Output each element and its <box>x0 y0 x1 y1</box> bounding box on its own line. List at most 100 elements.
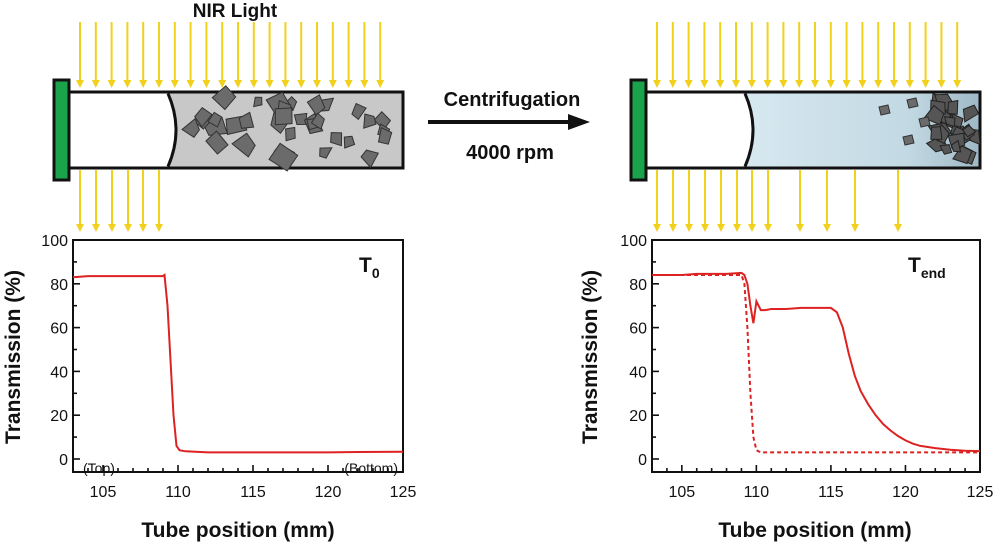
sediment-particle <box>952 145 973 165</box>
particle <box>310 112 325 130</box>
light-ray-arrowhead <box>218 80 227 88</box>
sediment-particle <box>962 124 977 138</box>
particle <box>363 113 377 129</box>
light-ray-arrowhead <box>842 80 851 88</box>
light-ray-arrowhead <box>91 80 100 88</box>
sediment-particle <box>947 99 959 115</box>
light-ray-arrowhead <box>76 224 84 232</box>
chart-tend: 105 110 115 120 125 0 20 40 60 80 100 Transmission… <box>579 233 993 542</box>
chart-t0-axes: 105 110 115 120 125 0 20 40 60 80 100 <box>41 233 416 501</box>
light-ray-arrowhead <box>653 80 661 88</box>
diagram-after <box>629 22 982 232</box>
dispersion-fill <box>168 93 402 167</box>
sediment-particles <box>878 93 981 165</box>
light-ray-arrowhead <box>764 224 772 232</box>
chart-t0-ytick-label: 20 <box>50 408 68 425</box>
nir-rays-top-left <box>76 22 385 88</box>
light-ray-arrowhead <box>701 224 709 232</box>
nir-rays-bottom-left <box>76 170 163 232</box>
particle <box>238 111 255 129</box>
light-ray-arrowhead <box>823 224 831 232</box>
particle <box>211 85 237 111</box>
sediment-particle <box>943 116 956 128</box>
chart-t0-frame <box>72 239 404 473</box>
chart-t0-ytick-label: 60 <box>50 321 68 338</box>
particle <box>902 134 915 146</box>
light-ray-arrowhead <box>155 80 163 88</box>
light-ray-arrowhead <box>668 80 677 88</box>
light-ray-arrowhead <box>733 224 741 232</box>
chart-tend-title-main: T <box>908 254 921 277</box>
light-ray-arrowhead <box>124 224 132 232</box>
light-ray-arrowhead <box>328 80 337 88</box>
chart-tend-ytick-label: 0 <box>638 452 647 469</box>
light-ray-arrowhead <box>669 224 677 232</box>
chart-tend-xtick-label: 125 <box>967 484 994 501</box>
chart-tend-ytick-label: 40 <box>629 364 647 381</box>
centrifugation-label: Centrifugation <box>444 89 581 111</box>
light-ray-arrowhead <box>139 224 147 232</box>
light-ray-arrowhead <box>92 224 100 232</box>
light-ray-arrowhead <box>186 80 195 88</box>
light-ray-arrowhead <box>905 80 914 88</box>
chart-t0-xlabel: Tube position (mm) <box>141 519 334 542</box>
light-ray-arrowhead <box>826 80 835 88</box>
particle <box>274 107 293 126</box>
chart-t0-xtick-label: 125 <box>390 484 417 501</box>
particle <box>207 111 223 128</box>
light-ray-arrowhead <box>155 224 163 232</box>
meniscus-right <box>743 92 755 168</box>
particle <box>268 142 299 172</box>
particle <box>194 107 213 128</box>
tube-cap-right <box>629 78 648 182</box>
particle <box>205 130 229 155</box>
light-ray-arrowhead <box>796 224 804 232</box>
chart-tend-xtick-label: 110 <box>744 484 770 501</box>
particle <box>343 135 356 149</box>
light-ray-arrowhead <box>653 224 661 232</box>
annotation-top: (Top) <box>83 460 115 476</box>
chart-tend-ytick-label: 100 <box>620 233 647 250</box>
light-ray-arrowhead <box>281 80 290 88</box>
light-ray-arrowhead <box>763 80 772 88</box>
chart-t0-xtick-label: 115 <box>240 484 266 501</box>
light-ray-arrowhead <box>684 80 693 88</box>
chart-t0-series-solid <box>72 273 404 454</box>
chart-tend-series <box>652 271 981 454</box>
light-ray-arrowhead <box>795 80 804 88</box>
light-ray-arrowhead <box>139 80 148 88</box>
light-ray-arrowhead <box>874 80 883 88</box>
light-ray-arrowhead <box>732 80 740 88</box>
light-ray-arrowhead <box>921 80 930 88</box>
speed-label: 4000 rpm <box>466 142 554 164</box>
particle <box>373 110 392 131</box>
light-ray-arrowhead <box>107 80 116 88</box>
particle <box>351 102 367 121</box>
particle <box>878 104 891 116</box>
diagram-before: NIR Light <box>52 1 405 232</box>
particle <box>293 112 308 126</box>
chart-tend-title: Tend <box>908 254 946 281</box>
chart-tend-title-sub: end <box>921 265 946 281</box>
chart-tend-ytick-label: 80 <box>629 277 647 294</box>
chart-t0-ytick-label: 0 <box>59 452 68 469</box>
light-ray-arrowhead <box>108 224 116 232</box>
chart-t0-ylabel: Transmission (%) <box>2 270 25 444</box>
particle <box>918 116 931 128</box>
chart-t0-ytick-label: 100 <box>41 233 68 250</box>
light-ray-arrowhead <box>811 80 819 88</box>
light-ray-arrowhead <box>890 80 898 88</box>
sediment-particle <box>962 104 980 123</box>
light-ray-arrowhead <box>748 224 756 232</box>
light-ray-arrowhead <box>313 80 321 88</box>
light-ray-arrowhead <box>894 224 902 232</box>
chart-t0-series <box>72 273 404 454</box>
chart-tend-ytick-label: 60 <box>629 321 647 338</box>
light-ray-arrowhead <box>344 80 353 88</box>
light-ray-arrowhead <box>249 80 258 88</box>
chart-t0: 105 110 115 120 125 0 20 40 60 80 100 Transmission… <box>2 233 416 542</box>
sediment-particle <box>939 144 953 155</box>
chart-t0-ytick-label: 80 <box>50 277 68 294</box>
light-ray-arrowhead <box>297 80 306 88</box>
tube-cap-left <box>52 78 71 182</box>
